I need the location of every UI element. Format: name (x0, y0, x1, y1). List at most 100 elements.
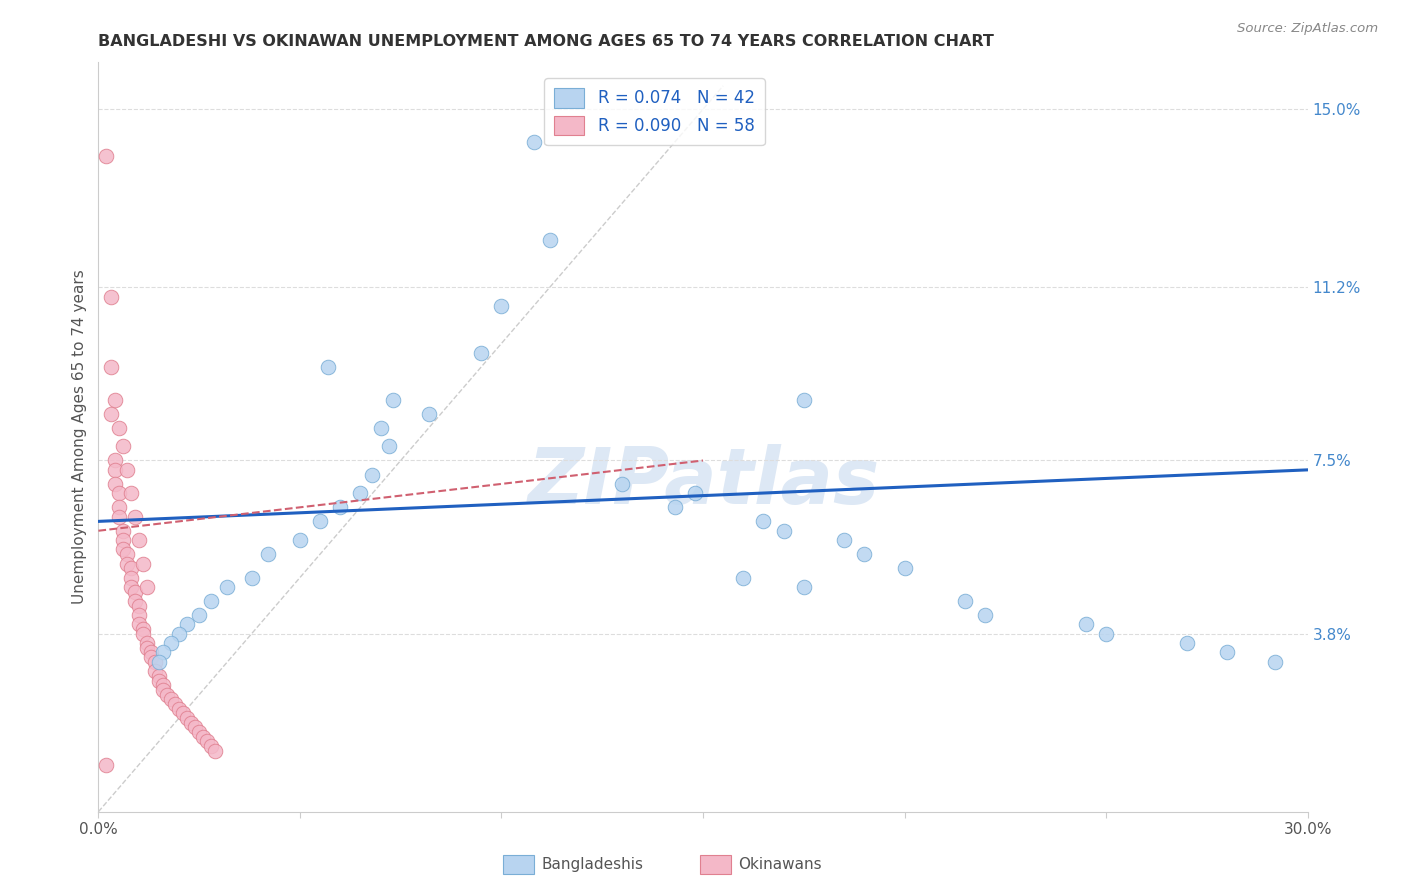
Text: Okinawans: Okinawans (738, 857, 821, 871)
Point (193, 730, 215, 744)
Point (381, 392, 404, 407)
Point (1095, 626, 1118, 640)
Point (152, 683, 174, 698)
Point (204, 744, 226, 758)
Point (135, 580, 157, 594)
Point (152, 646, 174, 660)
Point (793, 392, 815, 407)
Point (349, 486, 371, 500)
Point (111, 533, 134, 547)
Point (152, 678, 174, 692)
Point (288, 533, 311, 547)
Point (1074, 617, 1097, 632)
Point (100, 359, 122, 374)
Point (124, 509, 146, 524)
Point (256, 547, 278, 561)
Y-axis label: Unemployment Among Ages 65 to 74 years: Unemployment Among Ages 65 to 74 years (72, 269, 87, 605)
Point (163, 697, 186, 711)
Point (120, 571, 142, 585)
Point (115, 463, 138, 477)
Point (135, 640, 157, 655)
Point (470, 345, 492, 359)
Point (188, 725, 211, 739)
Point (148, 673, 170, 688)
Point (103, 476, 125, 491)
Point (96, 758, 118, 772)
Point (176, 617, 198, 632)
Point (107, 509, 129, 524)
Point (107, 420, 129, 434)
Point (377, 440, 399, 453)
Point (200, 594, 222, 608)
Point (120, 561, 142, 575)
Text: BANGLADESHI VS OKINAWAN UNEMPLOYMENT AMONG AGES 65 TO 74 YEARS CORRELATION CHART: BANGLADESHI VS OKINAWAN UNEMPLOYMENT AMO… (98, 34, 994, 49)
Point (172, 706, 194, 721)
Point (128, 599, 150, 613)
Point (103, 392, 125, 407)
Point (370, 420, 392, 434)
Point (893, 561, 915, 575)
Point (148, 669, 170, 683)
Point (418, 407, 440, 421)
Text: ZIPatlas: ZIPatlas (527, 444, 879, 520)
Point (124, 594, 146, 608)
Point (107, 486, 129, 500)
Legend: R = 0.074   N = 42, R = 0.090   N = 58: R = 0.074 N = 42, R = 0.090 N = 58 (544, 78, 765, 145)
Point (184, 721, 207, 735)
Point (111, 542, 134, 557)
Point (148, 655, 170, 669)
Point (139, 650, 162, 665)
Point (115, 547, 138, 561)
Point (1175, 636, 1198, 650)
Point (139, 646, 162, 660)
Point (953, 594, 976, 608)
Point (128, 533, 150, 547)
Point (167, 626, 190, 640)
Point (100, 289, 122, 303)
Text: Bangladeshis: Bangladeshis (541, 857, 644, 871)
Point (115, 557, 138, 571)
Point (1216, 646, 1239, 660)
Point (143, 655, 166, 669)
Point (132, 622, 155, 636)
Point (491, 299, 513, 313)
Point (664, 500, 686, 515)
Point (683, 486, 706, 500)
Point (309, 514, 332, 528)
Point (240, 571, 263, 585)
Point (316, 359, 339, 374)
Point (107, 500, 129, 515)
Point (124, 584, 146, 599)
Point (160, 636, 183, 650)
Point (1264, 655, 1286, 669)
Point (111, 524, 134, 538)
Point (120, 580, 142, 594)
Point (329, 500, 352, 515)
Point (128, 617, 150, 632)
Point (752, 514, 775, 528)
Point (361, 467, 384, 482)
Point (853, 547, 876, 561)
Point (100, 407, 122, 421)
Point (176, 711, 198, 725)
Point (217, 580, 239, 594)
Point (188, 608, 211, 623)
Point (974, 608, 997, 623)
Point (103, 463, 125, 477)
Point (143, 664, 166, 679)
Point (111, 440, 134, 453)
Point (132, 557, 155, 571)
Point (772, 524, 794, 538)
Point (832, 533, 855, 547)
Point (135, 636, 157, 650)
Point (523, 135, 546, 149)
Point (733, 571, 755, 585)
Point (200, 739, 222, 753)
Point (132, 626, 155, 640)
Point (793, 580, 815, 594)
Point (160, 692, 183, 706)
Point (167, 701, 190, 715)
Point (96, 149, 118, 163)
Point (156, 688, 179, 702)
Point (612, 476, 634, 491)
